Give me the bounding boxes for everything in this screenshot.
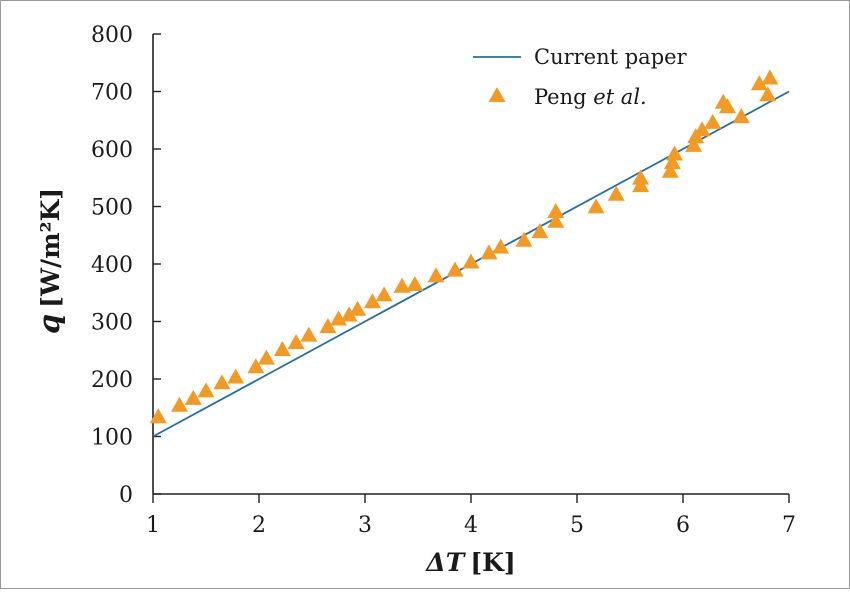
legend: Current paper Peng et al. [473,45,688,109]
peng-data-point [363,293,381,309]
peng-data-point [184,389,202,405]
y-tick-label: 0 [119,483,133,508]
peng-data-point [446,261,464,277]
peng-data-point [406,275,424,291]
peng-data-point [732,108,750,124]
y-axis-title-unit: [W/m²K] [36,188,65,308]
peng-data-point [693,121,711,137]
peng-data-point [171,396,188,412]
peng-data-point [704,113,722,129]
x-tick-label: 6 [676,513,690,538]
y-axis-title-symbol: q [32,314,66,334]
peng-data-point [340,306,358,322]
legend-label-peng: Peng et al. [534,85,647,109]
peng-data-point [663,154,681,170]
x-tick-label: 7 [782,513,796,538]
y-ticks: 0 100 200 300 400 500 600 700 800 [91,23,161,508]
peng-data-point [632,169,650,185]
peng-data-point [719,98,737,114]
peng-data-point [330,310,347,326]
peng-data-point [287,334,305,350]
x-tick-label: 4 [464,513,478,538]
legend-triangle-swatch [488,87,506,102]
y-axis-title: q [W/m²K] [32,188,66,334]
y-tick-label: 500 [91,196,133,221]
legend-label-current-paper: Current paper [534,45,688,69]
peng-data-point [759,86,777,102]
peng-data-point [149,408,167,424]
peng-data-point [587,198,605,214]
x-ticks: 1 2 3 4 5 6 7 [146,494,796,538]
x-tick-label: 5 [570,513,584,538]
y-tick-label: 800 [91,23,133,48]
y-tick-label: 700 [91,81,133,106]
peng-data-point [375,286,393,302]
peng-data-point [761,69,779,85]
peng-data-point [257,349,275,365]
peng-data-point [227,368,245,384]
peng-data-point [515,231,533,247]
peng-data-point [492,238,510,254]
peng-data-point [661,162,679,178]
legend-label-peng-plain: Peng [534,85,593,109]
y-tick-label: 200 [91,368,133,393]
peng-data-point [319,317,337,333]
y-tick-label: 400 [91,253,133,278]
x-axis-title-symbol: ΔT [424,548,466,577]
peng-data-point [273,340,291,356]
peng-data-point [462,253,480,269]
legend-label-peng-italic: et al. [593,85,646,109]
peng-data-point [750,75,768,91]
peng-data-point [480,244,498,260]
peng-data-point [547,212,565,228]
x-tick-label: 2 [252,513,266,538]
peng-data-point [547,202,565,218]
peng-data-point [300,326,318,342]
peng-data-point [531,223,549,239]
series-layer [149,69,790,438]
peng-data-point [685,136,703,152]
y-tick-label: 300 [91,311,133,336]
peng-data-point [607,185,625,201]
peng-data-point [247,358,265,374]
y-tick-label: 100 [91,426,133,451]
y-tick-label: 600 [91,138,133,163]
x-tick-label: 1 [146,513,160,538]
peng-data-point [427,267,445,283]
peng-data-point [393,277,411,293]
peng-data-point [666,145,684,161]
peng-data-point [213,374,231,390]
x-tick-label: 3 [358,513,372,538]
x-axis-title: ΔT [K] [424,548,515,577]
x-axis-title-unit: [K] [470,548,515,577]
peng-data-point [349,300,367,316]
peng-data-point [197,382,215,398]
